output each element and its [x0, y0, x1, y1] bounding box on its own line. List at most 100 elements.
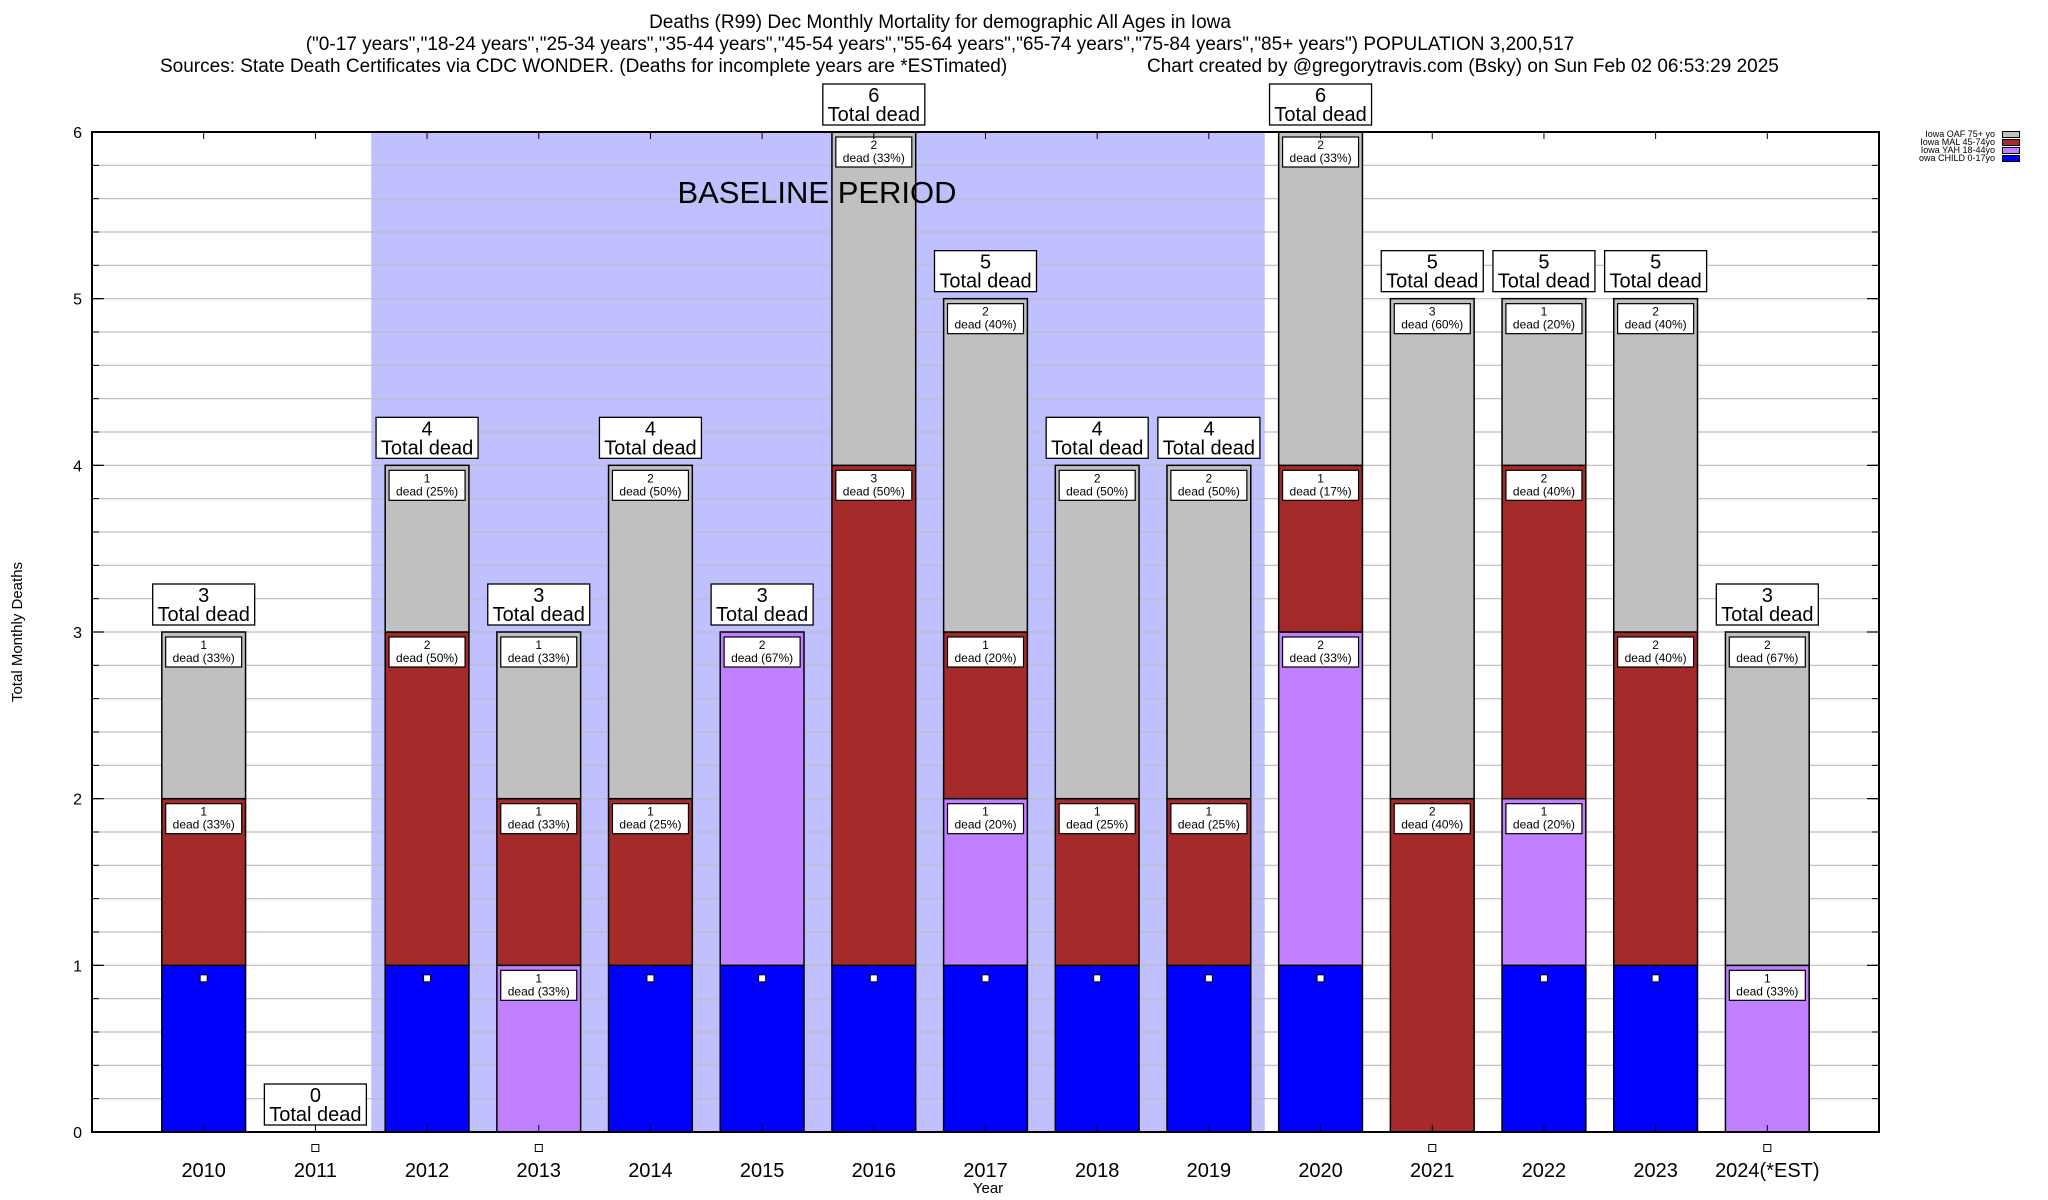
- segment-label-percent: dead (50%): [619, 484, 681, 498]
- segment-label-percent: dead (33%): [1290, 651, 1352, 665]
- segment-label-box: [388, 636, 466, 668]
- segment-label-percent: dead (60%): [1401, 318, 1463, 332]
- segment-label-percent: dead (40%): [1625, 318, 1687, 332]
- data-point-marker: [758, 974, 767, 983]
- segment-label-percent: dead (25%): [1066, 818, 1128, 832]
- segment-label-count: 2: [1317, 138, 1324, 152]
- data-point-marker: [646, 974, 655, 983]
- bar-segment: [1054, 464, 1140, 800]
- legend-label: Iowa MAL 45-74yo: [1920, 137, 1995, 147]
- segment-label-count: 1: [200, 805, 207, 819]
- x-tick-label: 2022: [1522, 1160, 1567, 1182]
- segment-label-percent: dead (33%): [843, 151, 905, 165]
- x-tick-label: 2013: [517, 1160, 562, 1182]
- segment-label-count: 2: [982, 305, 989, 319]
- segment-label-box: [1058, 803, 1136, 835]
- segment-label-box: [611, 469, 690, 501]
- total-label-count: 6: [868, 85, 879, 107]
- segment-label-count: 2: [1652, 638, 1659, 652]
- x-tick-label: 2019: [1187, 1160, 1232, 1182]
- segment-label-box: [1393, 303, 1471, 335]
- data-point-marker: [1204, 974, 1213, 983]
- segment-label-percent: dead (67%): [731, 651, 793, 665]
- total-label-box: [1045, 416, 1149, 459]
- segment-label-percent: dead (33%): [508, 984, 570, 998]
- legend-item-child: owa CHILD 0-17yo: [1919, 154, 2020, 162]
- total-label-box: [152, 583, 256, 626]
- bar-segment: [1277, 631, 1364, 967]
- bar-segment: [607, 964, 694, 1133]
- bar-segment: [831, 131, 917, 467]
- segment-label-percent: dead (33%): [508, 818, 570, 832]
- x-tick-label: 2015: [740, 1160, 785, 1182]
- total-label-box: [1603, 250, 1708, 293]
- total-label-count: 3: [533, 585, 544, 607]
- data-point-marker: [1763, 1144, 1772, 1152]
- segment-label-box: [946, 636, 1025, 668]
- segment-label-percent: dead (25%): [396, 484, 458, 498]
- segment-label-count: 2: [647, 471, 654, 485]
- data-point-marker: [1651, 974, 1660, 983]
- legend-label: owa CHILD 0-17yo: [1918, 153, 1995, 163]
- bar-segment: [831, 464, 917, 967]
- legend-item-yah: Iowa YAH 18-44yo: [1921, 146, 2020, 154]
- segment-label-count: 2: [1317, 638, 1324, 652]
- segment-label-count: 2: [1094, 471, 1101, 485]
- segment-label-count: 1: [1094, 805, 1101, 819]
- segment-label-box: [1728, 636, 1806, 668]
- segment-label-percent: dead (20%): [954, 651, 1016, 665]
- segment-label-box: [165, 803, 243, 835]
- bar-segment: [1054, 964, 1140, 1133]
- segment-label-percent: dead (33%): [173, 818, 235, 832]
- segment-label-count: 2: [1764, 638, 1771, 652]
- segment-label-count: 1: [535, 638, 542, 652]
- segment-label-count: 3: [1429, 305, 1436, 319]
- legend-swatch: [2002, 130, 2020, 138]
- total-label-box: [598, 416, 703, 459]
- data-point-marker: [1428, 1144, 1437, 1152]
- bar-segment: [719, 631, 805, 967]
- total-label-text: Total dead: [1721, 604, 1813, 626]
- total-label-count: 5: [980, 252, 991, 274]
- segment-label-count: 2: [759, 638, 766, 652]
- total-label-count: 3: [757, 585, 768, 607]
- bar-segment: [1501, 964, 1587, 1133]
- total-label-box: [1715, 583, 1819, 626]
- y-axis-label: Total Monthly Deaths: [9, 562, 26, 702]
- total-label-text: Total dead: [604, 437, 696, 459]
- segment-label-percent: dead (50%): [1066, 484, 1128, 498]
- y-tick-label: 0: [73, 1125, 82, 1142]
- bar-segment: [942, 297, 1029, 633]
- total-label-box: [375, 416, 479, 459]
- x-tick-label: 2021: [1410, 1160, 1455, 1182]
- data-point-marker: [981, 974, 990, 983]
- x-tick-label: 2017: [963, 1160, 1008, 1182]
- x-tick-label: 2024(*EST): [1715, 1160, 1820, 1182]
- segment-label-count: 1: [982, 805, 989, 819]
- total-label-count: 5: [1538, 252, 1549, 274]
- segment-label-box: [835, 469, 913, 501]
- total-label-count: 6: [1315, 85, 1326, 107]
- legend-label: Iowa YAH 18-44yo: [1920, 145, 1995, 155]
- total-label-text: Total dead: [939, 271, 1031, 293]
- total-label-text: Total dead: [1163, 437, 1255, 459]
- total-label-count: 0: [310, 1085, 321, 1107]
- baseline-period-label: BASELINE PERIOD: [677, 175, 956, 210]
- segment-label-count: 1: [1541, 805, 1548, 819]
- segment-label-box: [388, 469, 466, 501]
- segment-label-count: 2: [1541, 471, 1548, 485]
- segment-label-count: 1: [1541, 305, 1548, 319]
- total-label-count: 4: [1203, 418, 1214, 440]
- x-tick-label: 2018: [1075, 1160, 1120, 1182]
- data-point-marker: [1316, 974, 1325, 983]
- bar-segment: [1389, 297, 1475, 800]
- segment-label-box: [500, 803, 578, 835]
- segment-label-percent: dead (33%): [173, 651, 235, 665]
- data-point-marker: [423, 974, 432, 983]
- segment-label-percent: dead (33%): [1290, 151, 1352, 165]
- segment-label-box: [1617, 303, 1695, 335]
- legend-item-mal: Iowa MAL 45-74yo: [1920, 138, 2020, 146]
- bar-segment: [1612, 631, 1699, 967]
- bar-segment: [1277, 131, 1364, 467]
- x-tick-label: 2014: [628, 1160, 673, 1182]
